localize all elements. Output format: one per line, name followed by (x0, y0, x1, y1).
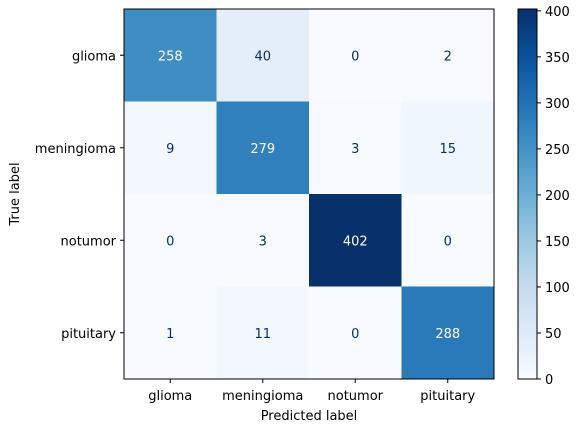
heatmap-cell (216, 194, 310, 287)
heatmap-cell (216, 286, 310, 380)
x-tick-label: pituitary (420, 389, 475, 404)
colorbar-tick-label: 250 (545, 143, 570, 158)
heatmap-cell (124, 101, 217, 195)
cell-value-label: 3 (351, 142, 359, 157)
x-tick-labels: glioma meningioma notumor pituitary (148, 379, 476, 404)
colorbar-tick-label: 50 (545, 327, 562, 342)
y-tick-label: pituitary (61, 327, 116, 342)
cell-value-label: 15 (439, 142, 456, 157)
colorbar-tick-label: 350 (545, 51, 570, 66)
heatmap-cell (401, 9, 495, 102)
x-tick-label: meningioma (222, 389, 303, 404)
cell-value-label: 9 (166, 142, 174, 157)
cell-value-label: 402 (343, 234, 368, 249)
heatmap-cell (401, 101, 495, 195)
heatmap-cell (401, 286, 495, 380)
y-tick-label: notumor (61, 234, 117, 249)
colorbar-tick-label: 200 (545, 189, 570, 204)
cell-value-label: 288 (435, 327, 460, 342)
cell-value-label: 0 (166, 234, 174, 249)
cell-value-label: 279 (250, 142, 275, 157)
cell-value-label: 0 (351, 49, 359, 64)
y-tick-labels: glioma meningioma notumor pituitary (35, 49, 124, 342)
colorbar-tick-label: 150 (545, 235, 570, 250)
heatmap-cell (401, 194, 495, 287)
heatmap-cell (309, 9, 402, 102)
cell-value-label: 0 (351, 327, 359, 342)
heatmap-cell (124, 194, 217, 287)
cell-value-label: 11 (254, 327, 271, 342)
y-tick-label: meningioma (35, 142, 116, 157)
colorbar-gradient (518, 9, 537, 379)
cell-value-label: 2 (444, 49, 452, 64)
heatmap-cell (124, 9, 217, 102)
heatmap-cell (124, 286, 217, 380)
x-tick-label: notumor (328, 389, 384, 404)
cell-value-label: 40 (254, 49, 271, 64)
heatmap-cell (216, 101, 310, 195)
heatmap-cells: 258 40 0 29 279 3 150 3 402 01 11 0 288 (124, 9, 495, 380)
heatmap-cell (309, 101, 402, 195)
cell-value-label: 258 (158, 49, 183, 64)
y-axis-label: True label (8, 162, 23, 226)
colorbar-tick-labels: 0 50 100 150 200 250 300 350 400 (537, 5, 570, 388)
cell-value-label: 0 (444, 234, 452, 249)
cell-value-label: 1 (166, 327, 174, 342)
colorbar-tick-label: 400 (545, 5, 570, 20)
heatmap-cell (216, 9, 310, 102)
x-axis-label: Predicted label (261, 409, 358, 424)
colorbar: 0 50 100 150 200 250 300 350 400 (517, 5, 570, 388)
heatmap-cell (309, 286, 402, 380)
colorbar-tick-label: 0 (545, 373, 553, 388)
x-tick-label: glioma (148, 389, 192, 404)
cell-value-label: 3 (259, 234, 267, 249)
heatmap-cell (309, 194, 402, 287)
colorbar-frame (517, 8, 538, 380)
colorbar-tick-label: 100 (545, 281, 570, 296)
y-tick-label: glioma (72, 49, 116, 64)
colorbar-tick-label: 300 (545, 97, 570, 112)
plot-frame (123, 8, 495, 380)
